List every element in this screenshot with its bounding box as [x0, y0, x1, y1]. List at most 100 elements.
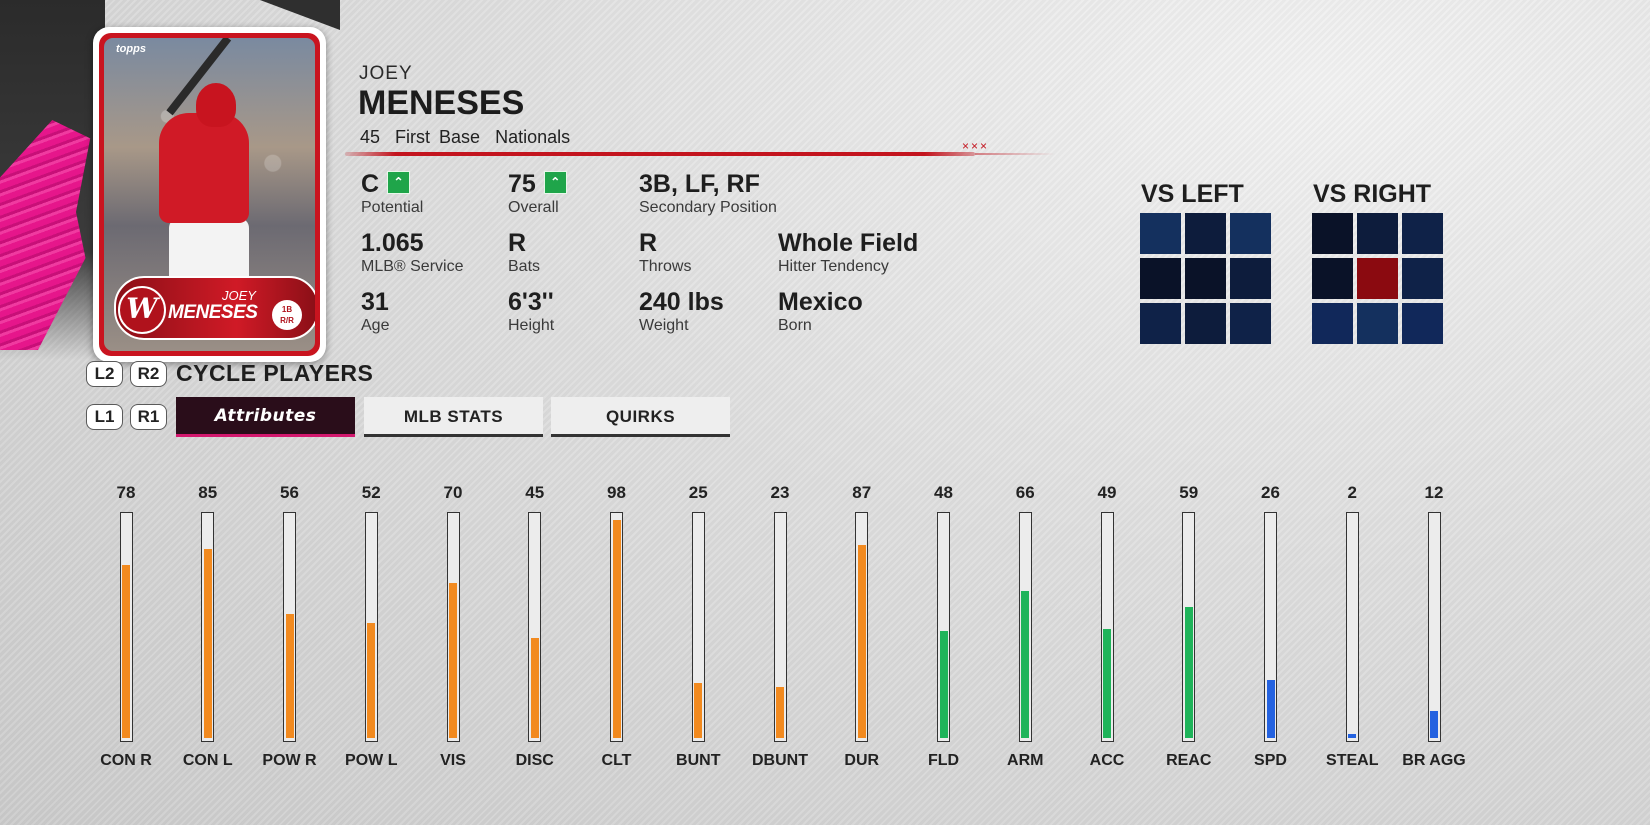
attribute-bar-fill: [1184, 607, 1193, 738]
attribute-bar-fill: [857, 544, 866, 738]
card-position-badge: 1B R/R: [272, 300, 302, 330]
batter-body-graphic: [159, 113, 249, 223]
background-dark-triangle: [260, 0, 340, 30]
info-potential: C ⌃ Potential: [361, 170, 423, 217]
attribute-label: SPD: [1254, 752, 1287, 769]
attribute-label: ARM: [1007, 752, 1044, 769]
throws-value: R: [639, 229, 658, 257]
potential-label: Potential: [361, 199, 424, 216]
player-number: 45: [360, 127, 381, 147]
card-frame: topps W JOEY MENESES 1B R/R: [99, 33, 320, 356]
attribute-value: 98: [607, 483, 626, 502]
info-overall: 75 ⌃ Overall: [508, 170, 567, 217]
player-card: topps W JOEY MENESES 1B R/R: [93, 27, 326, 362]
attribute-value: 87: [852, 483, 872, 502]
born-label: Born: [778, 317, 812, 334]
attribute-value: 45: [525, 483, 545, 502]
vs-right-zone: [1357, 213, 1398, 254]
age-value: 31: [361, 288, 389, 316]
tab-quirks[interactable]: QUIRKS: [551, 397, 730, 437]
tendency-label: Hitter Tendency: [778, 258, 889, 275]
card-bats-throws: R/R: [280, 316, 294, 325]
tab-attributes[interactable]: Attributes: [176, 397, 355, 437]
tendency-value: Whole Field: [778, 229, 919, 257]
info-born: Mexico Born: [778, 288, 863, 335]
attribute-label: CON L: [182, 752, 233, 769]
attribute-value: 59: [1179, 483, 1199, 502]
vs-right-zone: [1312, 213, 1353, 254]
vs-right-title: VS RIGHT: [1313, 180, 1432, 208]
secondary-value: 3B, LF, RF: [639, 170, 760, 198]
attribute-bar-fill: [1103, 629, 1111, 738]
attribute-bar-fill: [776, 686, 784, 738]
attribute-bar-fill: [612, 520, 621, 738]
red-divider-fade: [975, 153, 1055, 155]
attribute-bar-fill: [1266, 680, 1275, 738]
cycle-players-label: CYCLE PLAYERS: [176, 360, 374, 386]
vs-left-zone: [1140, 258, 1181, 299]
attribute-label: CON R: [100, 752, 152, 769]
info-height: 6'3'' Height: [508, 288, 554, 335]
vs-right-zone-grid: [1312, 213, 1443, 344]
secondary-label: Secondary Position: [639, 199, 777, 216]
attribute-label: DBUNT: [752, 752, 808, 769]
attribute-value: 12: [1424, 483, 1444, 502]
vs-left-zone: [1140, 303, 1181, 344]
l1-button[interactable]: L1: [86, 404, 123, 430]
attribute-bar-fill: [1430, 711, 1438, 738]
attribute-label: BUNT: [676, 752, 721, 769]
service-value: 1.065: [361, 229, 424, 257]
attribute-bar-fill: [939, 631, 948, 738]
info-secondary: 3B, LF, RF Secondary Position: [639, 170, 777, 217]
throws-label: Throws: [639, 258, 692, 275]
player-first-name: JOEY: [359, 63, 413, 84]
bats-label: Bats: [508, 258, 541, 275]
vs-left-zone: [1230, 258, 1271, 299]
height-value: 6'3'': [508, 288, 554, 316]
bats-value: R: [508, 229, 527, 257]
r2-button[interactable]: R2: [130, 361, 167, 387]
player-last-name: MENESES: [358, 84, 525, 122]
attribute-value: 2: [1347, 483, 1357, 502]
info-bats: R Bats: [508, 229, 540, 276]
weight-value: 240 lbs: [639, 288, 724, 316]
up-arrow-icon: ⌃: [387, 170, 411, 194]
attribute-bar-fill: [1348, 733, 1357, 738]
l2-button[interactable]: L2: [86, 361, 123, 387]
r1-button[interactable]: R1: [130, 404, 167, 430]
attribute-value: 23: [770, 483, 790, 502]
attribute-label: DISC: [515, 752, 554, 769]
team-logo: W: [118, 286, 166, 334]
attribute-value: 85: [198, 483, 218, 502]
vs-right-zone: [1402, 303, 1443, 344]
attribute-label: ACC: [1089, 752, 1125, 769]
vs-right-zone: [1402, 258, 1443, 299]
attribute-value: 48: [934, 483, 953, 502]
attribute-label: REAC: [1166, 752, 1212, 769]
attribute-bar-fill: [1021, 591, 1030, 738]
overall-value: 75: [508, 170, 536, 198]
attribute-bar-track: [1345, 512, 1359, 742]
vs-right-zone: [1357, 258, 1398, 299]
attribute-label: POW R: [262, 752, 317, 769]
attribute-value: 26: [1261, 483, 1280, 502]
vs-left-zone: [1230, 303, 1271, 344]
attribute-value: 25: [688, 483, 708, 502]
attribute-label: BR AGG: [1402, 752, 1466, 769]
vs-left-zone: [1230, 213, 1271, 254]
attribute-bar-fill: [203, 549, 212, 738]
attribute-bar-fill: [122, 564, 130, 738]
tab-mlb-stats[interactable]: MLB STATS: [364, 397, 543, 437]
red-divider: [345, 152, 975, 156]
attribute-label: CLT: [601, 752, 632, 769]
vs-left-zone: [1185, 213, 1226, 254]
card-first-name: JOEY: [222, 288, 256, 303]
vs-left-zone-grid: [1140, 213, 1271, 344]
vs-right-zone: [1312, 258, 1353, 299]
attribute-value: 49: [1097, 483, 1117, 502]
vs-left-zone: [1185, 303, 1226, 344]
born-value: Mexico: [778, 288, 863, 316]
attribute-value: 66: [1015, 483, 1035, 502]
potential-value: C: [361, 170, 380, 198]
height-label: Height: [508, 317, 555, 334]
